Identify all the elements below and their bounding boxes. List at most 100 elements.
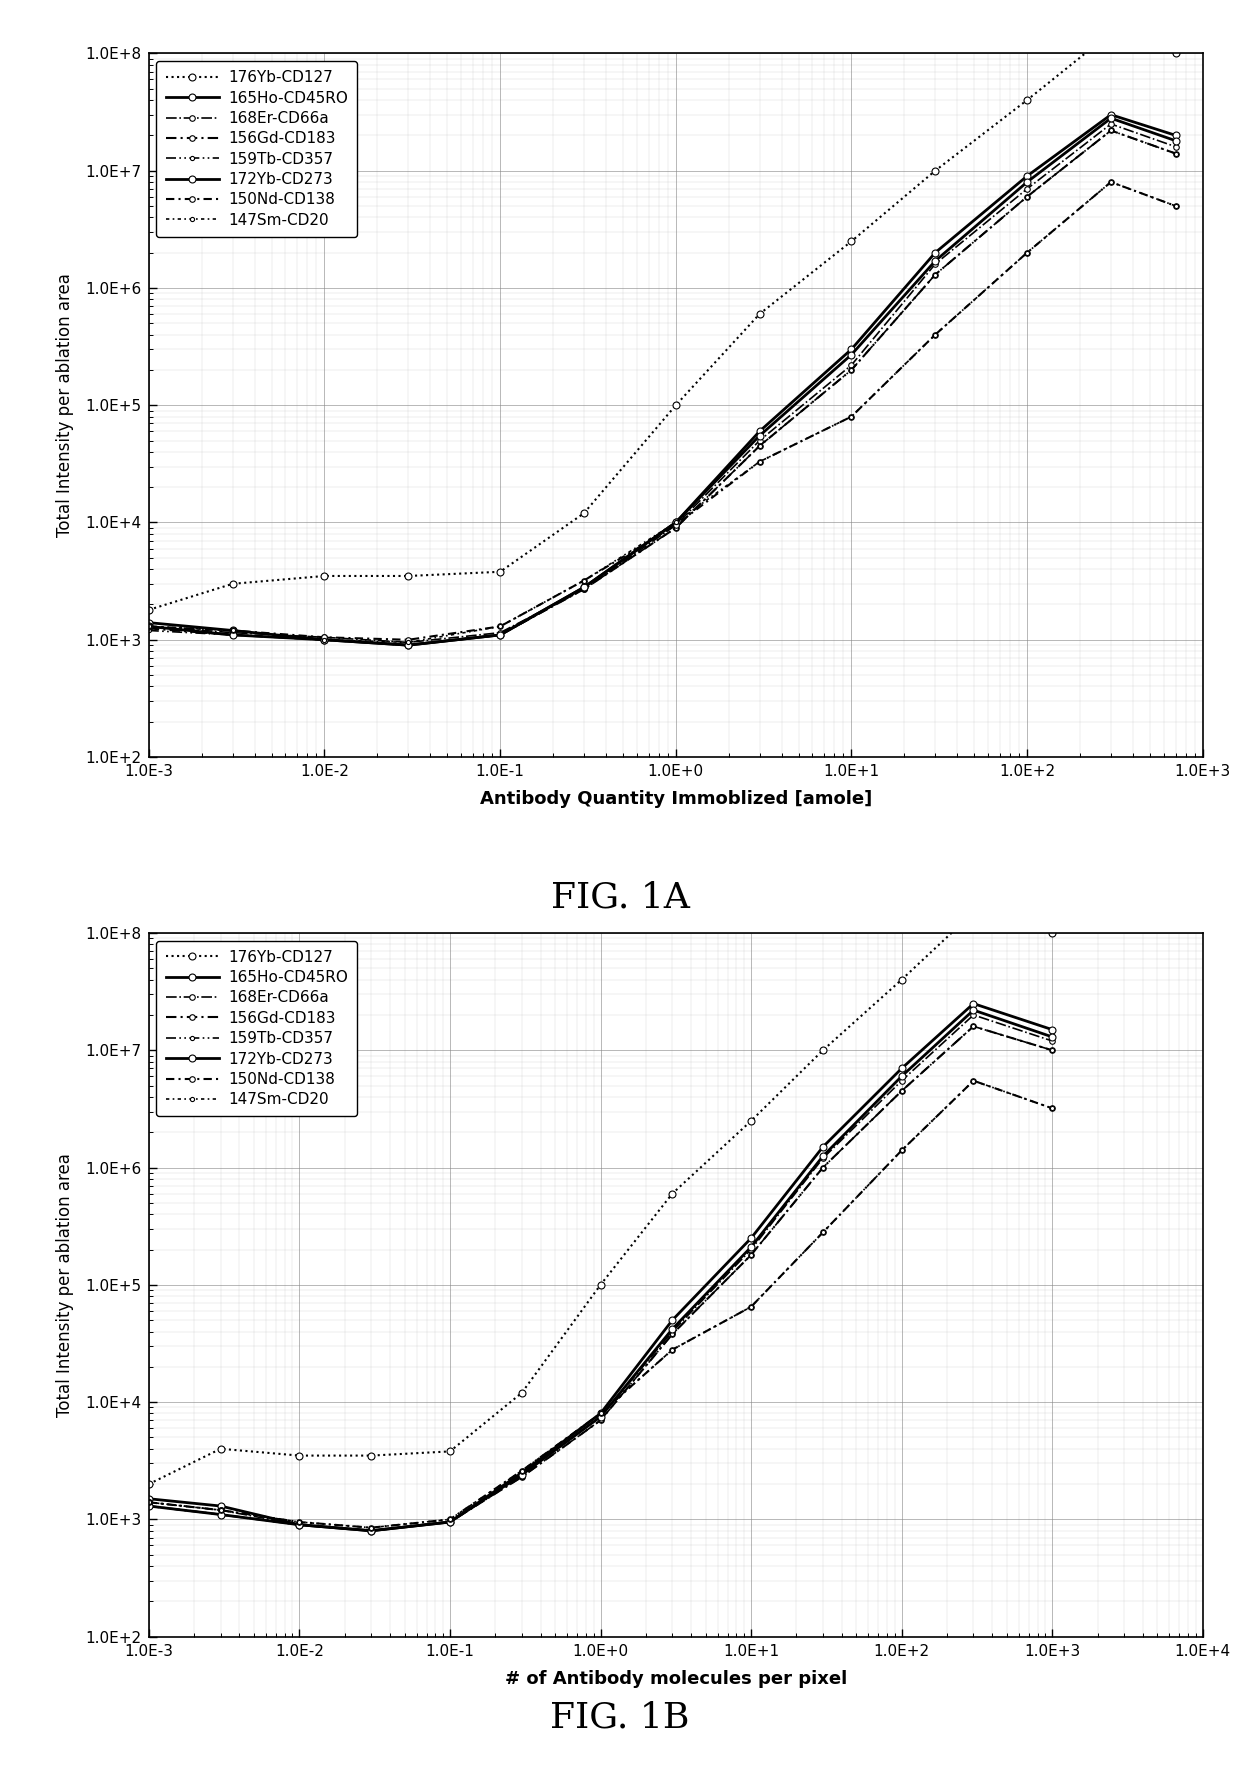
- 176Yb-CD127: [1019, 89, 1034, 110]
- 168Er-CD66a: [816, 1147, 831, 1169]
- 150Nd-CD138: [894, 1140, 909, 1162]
- Line: 172Yb-CD273: 172Yb-CD273: [145, 114, 1179, 649]
- 176Yb-CD127: [141, 1473, 156, 1494]
- 172Yb-CD273: [844, 343, 859, 365]
- 168Er-CD66a: [966, 1005, 981, 1026]
- 168Er-CD66a: [226, 623, 241, 644]
- 165Ho-CD45RO: [844, 338, 859, 359]
- 168Er-CD66a: [593, 1405, 608, 1427]
- 172Yb-CD273: [492, 624, 507, 646]
- Line: 156Gd-CD183: 156Gd-CD183: [146, 1023, 1055, 1533]
- 150Nd-CD138: [928, 324, 942, 345]
- 176Yb-CD127: [1168, 43, 1183, 64]
- 165Ho-CD45RO: [753, 420, 768, 441]
- 150Nd-CD138: [492, 616, 507, 637]
- 147Sm-CD20: [401, 632, 415, 653]
- 168Er-CD66a: [844, 354, 859, 375]
- 159Tb-CD357: [363, 1519, 378, 1541]
- 147Sm-CD20: [593, 1404, 608, 1425]
- 156Gd-CD183: [1168, 142, 1183, 164]
- 156Gd-CD183: [816, 1156, 831, 1178]
- 156Gd-CD183: [577, 578, 591, 600]
- 168Er-CD66a: [317, 626, 332, 648]
- 156Gd-CD183: [928, 263, 942, 285]
- 168Er-CD66a: [668, 514, 683, 535]
- 156Gd-CD183: [1104, 119, 1118, 141]
- Line: 150Nd-CD138: 150Nd-CD138: [146, 1078, 1055, 1530]
- 172Yb-CD273: [213, 1503, 228, 1525]
- Line: 176Yb-CD127: 176Yb-CD127: [145, 909, 1055, 1487]
- 150Nd-CD138: [317, 626, 332, 648]
- 176Yb-CD127: [816, 1039, 831, 1060]
- 159Tb-CD357: [577, 578, 591, 600]
- Text: FIG. 1A: FIG. 1A: [551, 881, 689, 914]
- 147Sm-CD20: [577, 569, 591, 591]
- 150Nd-CD138: [668, 514, 683, 535]
- 176Yb-CD127: [753, 302, 768, 324]
- 150Nd-CD138: [226, 619, 241, 640]
- 176Yb-CD127: [894, 970, 909, 991]
- 147Sm-CD20: [668, 512, 683, 534]
- 159Tb-CD357: [966, 1016, 981, 1037]
- 147Sm-CD20: [894, 1140, 909, 1162]
- 156Gd-CD183: [593, 1409, 608, 1430]
- 150Nd-CD138: [744, 1297, 759, 1318]
- 176Yb-CD127: [928, 160, 942, 181]
- 150Nd-CD138: [363, 1517, 378, 1539]
- 176Yb-CD127: [1104, 21, 1118, 43]
- 176Yb-CD127: [744, 1110, 759, 1131]
- 168Er-CD66a: [515, 1464, 529, 1485]
- 159Tb-CD357: [213, 1503, 228, 1525]
- 147Sm-CD20: [213, 1500, 228, 1521]
- 172Yb-CD273: [1045, 1026, 1060, 1048]
- 147Sm-CD20: [141, 616, 156, 637]
- 156Gd-CD183: [141, 617, 156, 639]
- 156Gd-CD183: [1045, 1039, 1060, 1060]
- 176Yb-CD127: [363, 1445, 378, 1466]
- 150Nd-CD138: [753, 452, 768, 473]
- 159Tb-CD357: [593, 1409, 608, 1430]
- 150Nd-CD138: [1168, 196, 1183, 217]
- 176Yb-CD127: [226, 573, 241, 594]
- 147Sm-CD20: [1104, 171, 1118, 192]
- 172Yb-CD273: [363, 1519, 378, 1541]
- 172Yb-CD273: [1019, 171, 1034, 192]
- 172Yb-CD273: [1168, 130, 1183, 151]
- 172Yb-CD273: [317, 630, 332, 651]
- 176Yb-CD127: [844, 231, 859, 253]
- 159Tb-CD357: [401, 635, 415, 656]
- 168Er-CD66a: [141, 1491, 156, 1512]
- 172Yb-CD273: [1104, 107, 1118, 128]
- 156Gd-CD183: [363, 1519, 378, 1541]
- 150Nd-CD138: [1104, 171, 1118, 192]
- Line: 165Ho-CD45RO: 165Ho-CD45RO: [145, 112, 1179, 649]
- 165Ho-CD45RO: [593, 1404, 608, 1425]
- 172Yb-CD273: [443, 1512, 458, 1533]
- 159Tb-CD357: [1019, 187, 1034, 208]
- 176Yb-CD127: [141, 600, 156, 621]
- Y-axis label: Total Intensity per ablation area: Total Intensity per ablation area: [57, 1153, 74, 1416]
- 172Yb-CD273: [816, 1146, 831, 1167]
- 176Yb-CD127: [213, 1437, 228, 1459]
- 165Ho-CD45RO: [515, 1462, 529, 1484]
- 176Yb-CD127: [515, 1382, 529, 1404]
- 172Yb-CD273: [966, 1000, 981, 1021]
- 147Sm-CD20: [928, 324, 942, 345]
- 168Er-CD66a: [665, 1320, 680, 1341]
- 150Nd-CD138: [291, 1512, 306, 1533]
- 147Sm-CD20: [753, 452, 768, 473]
- 165Ho-CD45RO: [744, 1228, 759, 1249]
- 168Er-CD66a: [1168, 135, 1183, 157]
- 168Er-CD66a: [928, 253, 942, 274]
- 172Yb-CD273: [744, 1236, 759, 1258]
- 172Yb-CD273: [291, 1514, 306, 1535]
- 150Nd-CD138: [213, 1500, 228, 1521]
- 147Sm-CD20: [363, 1517, 378, 1539]
- 156Gd-CD183: [744, 1244, 759, 1265]
- 156Gd-CD183: [1019, 187, 1034, 208]
- 159Tb-CD357: [894, 1080, 909, 1101]
- Line: 156Gd-CD183: 156Gd-CD183: [146, 128, 1178, 648]
- 156Gd-CD183: [844, 359, 859, 381]
- 159Tb-CD357: [317, 630, 332, 651]
- Line: 150Nd-CD138: 150Nd-CD138: [146, 180, 1178, 642]
